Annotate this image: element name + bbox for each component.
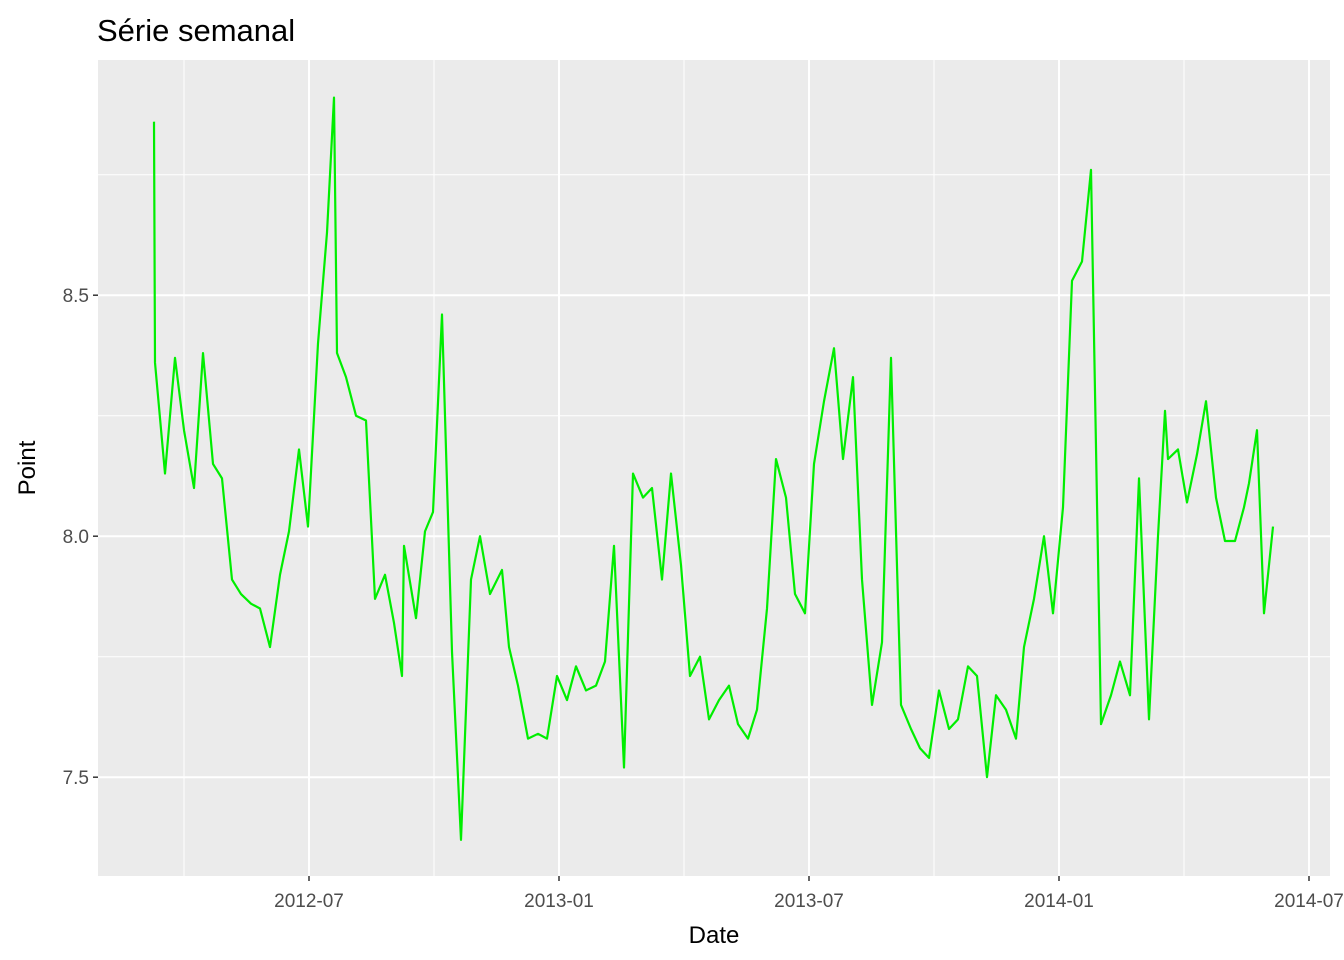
x-tick-label: 2014-07 [1274, 891, 1344, 912]
x-tick-label: 2014-01 [1024, 891, 1094, 912]
x-axis-title: Date [689, 922, 740, 949]
chart-title: Série semanal [97, 13, 295, 48]
x-tick-label: 2013-01 [524, 891, 594, 912]
x-tick-label: 2013-07 [774, 891, 844, 912]
y-tick-label: 7.5 [63, 768, 89, 789]
data-line [152, 96, 1275, 841]
y-axis-title: Point [14, 440, 41, 495]
y-tick-label: 8.0 [63, 527, 89, 548]
plot-panel [98, 60, 1330, 876]
x-tick-label: 2012-07 [274, 891, 344, 912]
y-tick-label: 8.5 [63, 286, 89, 307]
